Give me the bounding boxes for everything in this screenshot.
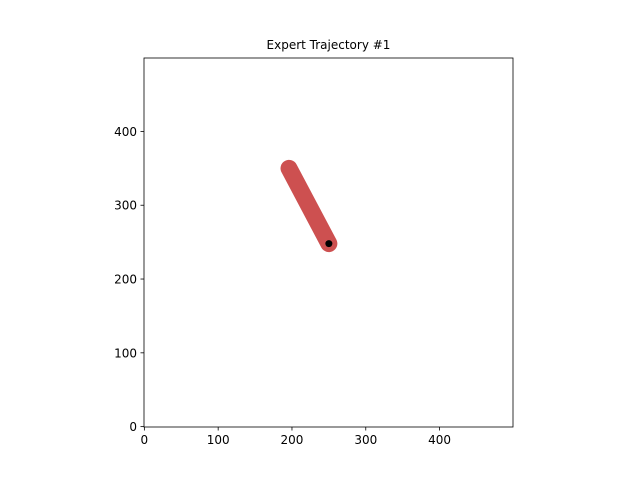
y-tick-label: 200 [114,273,137,287]
trajectory-point-0 [325,240,333,248]
x-axis: 0 100 200 300 400 [141,427,451,447]
y-axis: 0 100 200 300 400 [114,125,144,434]
chart-title: Expert Trajectory #1 [267,38,391,52]
x-tick-label: 300 [354,433,377,447]
y-tick-label: 100 [114,346,137,360]
x-tick-label: 100 [207,433,230,447]
marks [280,159,338,253]
x-tick-label: 400 [428,433,451,447]
x-tick-label: 0 [141,433,149,447]
y-tick-label: 300 [114,199,137,213]
y-tick-label: 400 [114,125,137,139]
trajectory-line-0 [280,159,338,253]
x-tick-label: 200 [281,433,304,447]
axes-frame [143,57,514,428]
y-tick-label: 0 [129,420,137,434]
